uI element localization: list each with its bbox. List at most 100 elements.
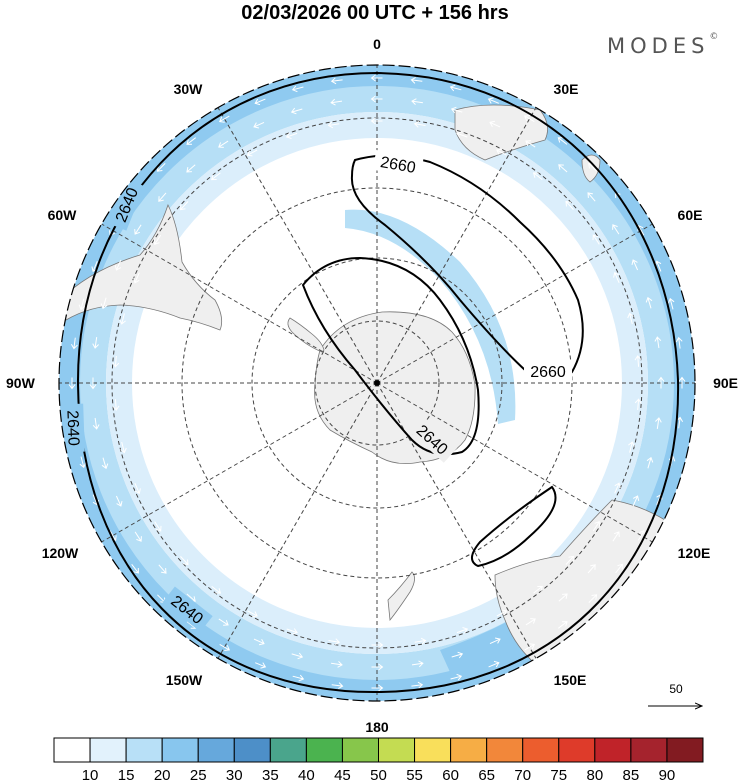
- wind-arrow: [645, 296, 653, 309]
- colorbar-swatch: [558, 737, 596, 763]
- wind-arrow: [413, 120, 426, 128]
- wind-arrow: [612, 531, 620, 542]
- meridian-line: [216, 105, 378, 384]
- wind-arrow: [592, 521, 601, 532]
- colorbar: 10 15 20 25 30 35 40 45 50 55 60 65 70 75 80 85 90: [53, 737, 704, 782]
- wind-arrow: [179, 201, 189, 211]
- wind-arrow: [533, 585, 543, 594]
- wind-arrow: [587, 564, 596, 574]
- wind-arrow: [489, 637, 501, 645]
- colorbar-swatch: [630, 737, 668, 763]
- wind-arrow: [115, 495, 123, 507]
- colorbar-tick-label: 90: [659, 767, 676, 782]
- wind-arrow: [211, 586, 222, 594]
- wind-arrow: [370, 74, 383, 82]
- wind-arrow: [101, 457, 109, 470]
- wind-arrow: [634, 355, 642, 367]
- wind-arrow: [614, 482, 621, 494]
- wind-arrow: [657, 376, 665, 389]
- wind-arrow: [180, 556, 189, 566]
- wind-arrow: [285, 132, 298, 139]
- wind-arrow: [523, 115, 535, 123]
- colorbar-tick-label: 50: [370, 767, 387, 782]
- wind-arrow: [70, 337, 78, 350]
- wind-arrow: [456, 131, 468, 138]
- wind-arrow: [291, 652, 304, 660]
- wind-arrow: [411, 660, 424, 668]
- wind-arrow: [255, 662, 267, 669]
- contour-2640-ring: [76, 71, 680, 694]
- wind-arrow: [154, 521, 162, 532]
- lon-label-150e: 150E: [554, 672, 587, 688]
- colorbar-swatch: [486, 737, 524, 763]
- wind-arrow: [290, 107, 303, 115]
- meridian-line: [99, 382, 378, 544]
- wind-arrow: [78, 298, 86, 311]
- wind-arrow: [592, 234, 600, 245]
- wind-arrow: [631, 259, 639, 271]
- wind-arrow: [488, 660, 500, 668]
- wind-arrow: [371, 663, 384, 671]
- contour-2640-lobe: [301, 256, 480, 456]
- colorbar-swatch: [89, 737, 127, 763]
- colorbar-tick-label: 80: [586, 767, 603, 782]
- wind-arrow: [532, 172, 543, 180]
- colorbar-tick-label: 15: [118, 767, 135, 782]
- lon-label-150w: 150W: [166, 672, 203, 688]
- lon-label-60e: 60E: [678, 207, 703, 223]
- wind-arrow: [92, 417, 100, 430]
- wind-arrow: [156, 163, 166, 172]
- wind-arrow: [371, 684, 384, 692]
- wind-arrow: [292, 674, 305, 682]
- wind-arrow: [411, 98, 423, 105]
- brand-name: MODES: [607, 34, 710, 58]
- wind-arrow: [79, 456, 87, 469]
- lon-label-90e: 90E: [713, 375, 738, 391]
- south-america: [59, 203, 223, 331]
- colorbar-tick-label: 10: [82, 767, 99, 782]
- africa: [454, 104, 548, 161]
- wind-arrow: [370, 95, 383, 103]
- wind-arrow: [134, 531, 142, 542]
- madagascar: [581, 154, 601, 183]
- colorbar-swatch: [305, 737, 343, 763]
- wind-arrow: [68, 377, 76, 390]
- wind-arrow: [92, 337, 99, 349]
- meridian-line: [376, 382, 655, 544]
- wind-arrow: [291, 85, 304, 93]
- wind-arrow: [587, 192, 596, 202]
- wind-arrow: [450, 673, 463, 681]
- wind-arrow: [219, 643, 231, 651]
- lon-label-0: 0: [373, 36, 381, 52]
- wind-arrow: [133, 272, 140, 284]
- contour-2660-southeast: [471, 485, 557, 568]
- colorbar-tick-label: 55: [406, 767, 423, 782]
- longitude-labels: 0 30E 60E 90E 120E 150E 180 150W 120W 90…: [6, 36, 738, 735]
- wind-arrow: [286, 628, 298, 635]
- colorbar-swatch: [378, 737, 416, 763]
- wind-arrow: [487, 97, 499, 104]
- wind-arrow: [370, 117, 383, 125]
- reference-vector: 50: [648, 682, 702, 706]
- wind-arrow: [525, 618, 536, 626]
- lon-label-30w: 30W: [174, 81, 204, 97]
- latitude-circle: [314, 320, 440, 446]
- wind-arrow: [613, 271, 620, 283]
- wind-arrow: [646, 456, 654, 469]
- wind-arrow: [211, 172, 221, 181]
- colorbar-swatch: [414, 737, 452, 763]
- meridian-line: [99, 222, 378, 384]
- wind-arrow: [678, 376, 686, 389]
- wind-arrow: [186, 164, 196, 173]
- antarctic-peninsula: [287, 317, 325, 353]
- wind-arrow: [558, 164, 568, 173]
- wind-arrow: [247, 610, 258, 618]
- colorbar-tick-label: 75: [550, 767, 567, 782]
- meridian-line: [376, 222, 655, 384]
- wind-arrow: [667, 297, 675, 310]
- latitude-circle: [251, 257, 503, 509]
- wind-arrow: [186, 137, 197, 145]
- wind-arrow: [246, 149, 258, 157]
- wind-arrow: [496, 148, 507, 156]
